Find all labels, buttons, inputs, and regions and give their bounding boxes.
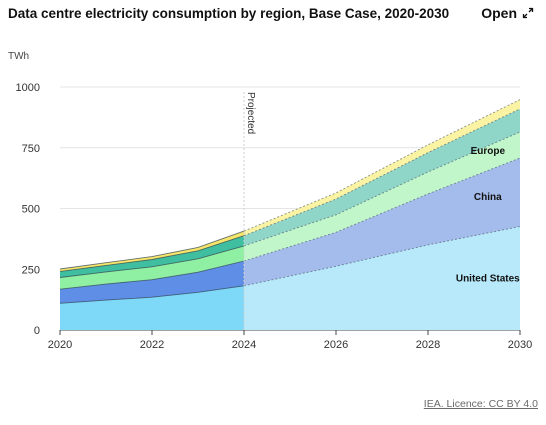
area-united-states-projected <box>244 226 520 330</box>
open-button-label: Open <box>481 5 517 21</box>
x-tick-label: 2022 <box>140 339 164 351</box>
area-united-states-historical <box>60 285 244 330</box>
open-button[interactable]: Open <box>481 5 534 21</box>
expand-icon <box>522 7 534 19</box>
area-series-5-historical <box>60 231 244 272</box>
line-series-5-historical <box>59 230 245 270</box>
x-tick-label: 2026 <box>324 339 348 351</box>
projected-label: Projected <box>245 92 256 134</box>
licence-link[interactable]: IEA. Licence: CC BY 4.0 <box>423 398 538 410</box>
line-china-projected <box>243 157 521 262</box>
chart-title: Data centre electricity consumption by r… <box>8 6 450 21</box>
line-united-states-projected <box>243 226 521 287</box>
line-series-4-historical <box>59 235 245 272</box>
area-europe-historical <box>60 245 244 290</box>
area-series-4-historical <box>60 235 244 278</box>
series-label-china: China <box>474 192 502 203</box>
series-label-united-states: United States <box>456 273 520 284</box>
line-series-5-projected <box>243 99 521 232</box>
line-china-historical <box>59 260 245 290</box>
line-europe-historical <box>59 245 245 278</box>
series-label-europe: Europe <box>471 146 506 157</box>
line-series-4-projected <box>243 108 521 237</box>
y-tick-label: 0 <box>34 325 40 337</box>
area-series-4-projected <box>244 108 520 246</box>
y-tick-label: 1000 <box>16 82 40 94</box>
y-axis-unit: TWh <box>8 51 30 62</box>
area-europe-projected <box>244 132 520 261</box>
y-tick-label: 250 <box>22 264 40 276</box>
y-tick-label: 500 <box>22 204 40 216</box>
x-tick-label: 2020 <box>48 339 72 351</box>
area-china-historical <box>60 261 244 304</box>
x-tick-label: 2024 <box>232 339 256 351</box>
area-china-projected <box>244 158 520 286</box>
x-tick-label: 2028 <box>416 339 440 351</box>
line-europe-projected <box>243 131 521 247</box>
y-tick-label: 750 <box>22 143 40 155</box>
line-united-states-historical <box>59 285 245 304</box>
x-tick-label: 2030 <box>508 339 532 351</box>
